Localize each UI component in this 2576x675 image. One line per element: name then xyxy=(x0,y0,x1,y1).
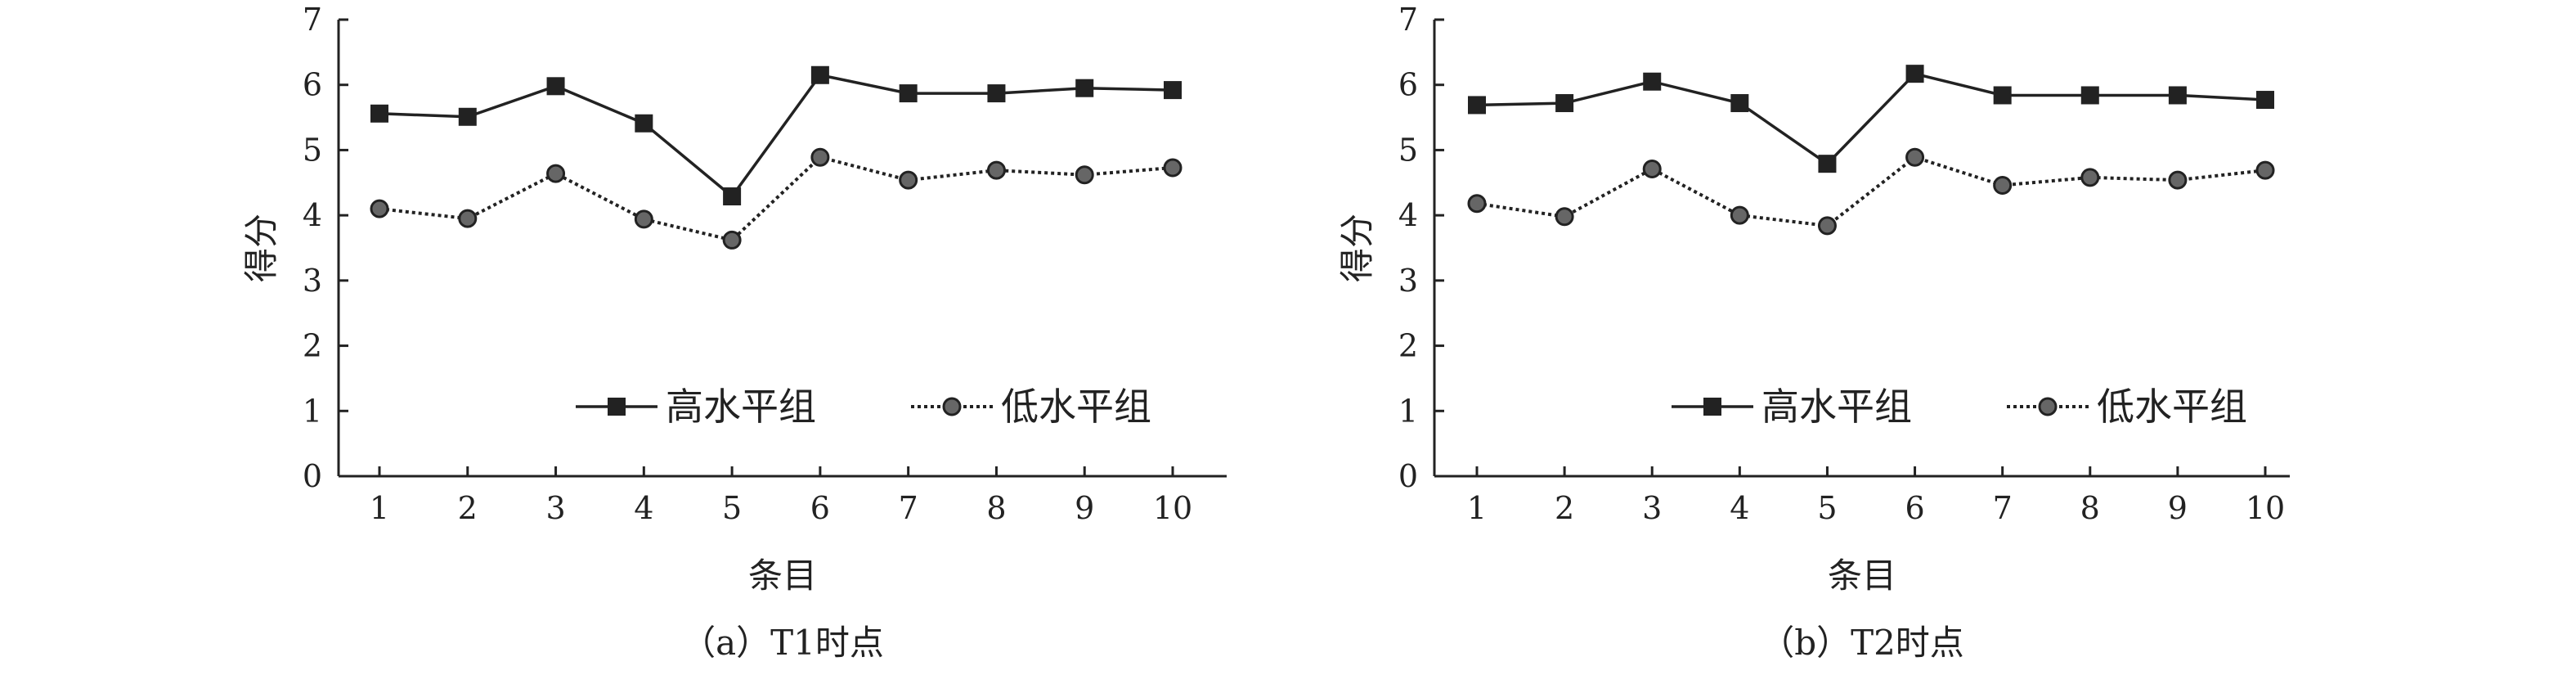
data-point-high xyxy=(370,104,388,123)
y-tick-label: 7 xyxy=(303,2,322,38)
data-point-high xyxy=(1164,81,1182,100)
y-tick-label: 3 xyxy=(1398,263,1418,299)
data-point-high xyxy=(1468,96,1486,115)
x-tick-label: 10 xyxy=(2246,490,2285,526)
legend-marker xyxy=(942,397,962,416)
data-point-high xyxy=(546,77,565,96)
x-tick-label: 5 xyxy=(1817,490,1837,526)
data-point-low xyxy=(1905,147,1925,167)
legend-marker xyxy=(2038,397,2058,416)
y-tick-label: 2 xyxy=(303,328,322,364)
data-point-low xyxy=(1467,194,1487,214)
y-tick-label: 3 xyxy=(303,263,322,299)
legend-marker xyxy=(1703,398,1721,416)
data-point-high xyxy=(723,187,742,206)
data-point-low xyxy=(1817,216,1837,236)
x-tick-label: 3 xyxy=(545,490,565,526)
data-point-low xyxy=(634,209,653,229)
y-tick-label: 5 xyxy=(303,132,322,168)
x-tick-label: 1 xyxy=(1467,490,1487,526)
data-point-low xyxy=(1555,207,1574,227)
data-point-low xyxy=(810,147,830,167)
data-point-low xyxy=(1075,165,1094,185)
data-point-high xyxy=(635,114,653,133)
x-tick-label: 4 xyxy=(1730,490,1749,526)
y-tick-label: 6 xyxy=(303,67,322,103)
x-tick-label: 5 xyxy=(722,490,742,526)
data-point-low xyxy=(2080,168,2100,187)
data-point-high xyxy=(810,65,829,84)
caption: （a）T1时点 xyxy=(681,623,884,663)
y-tick-label: 1 xyxy=(1398,393,1418,429)
data-point-high xyxy=(2168,86,2187,105)
data-point-low xyxy=(2255,160,2275,180)
data-point-high xyxy=(899,84,918,103)
y-axis-label: 得分 xyxy=(1337,214,1377,282)
x-tick-label: 4 xyxy=(634,490,653,526)
series-line-high xyxy=(1476,72,2266,166)
data-point-high xyxy=(1075,79,1094,97)
x-axis-label: 条目 xyxy=(748,556,817,596)
y-tick-label: 2 xyxy=(1398,328,1418,364)
data-point-low xyxy=(1163,158,1183,178)
x-tick-label: 9 xyxy=(1075,490,1094,526)
x-tick-label: 2 xyxy=(458,490,478,526)
y-tick-label: 6 xyxy=(1398,67,1418,103)
data-point-low xyxy=(1993,175,2013,195)
data-point-low xyxy=(1642,160,1662,179)
data-point-high xyxy=(2080,86,2099,105)
x-tick-label: 7 xyxy=(1993,490,2013,526)
legend-label: 高水平组 xyxy=(1761,385,1912,429)
data-point-high xyxy=(987,84,1006,103)
data-point-high xyxy=(1818,155,1837,173)
series-line-high xyxy=(379,73,1174,199)
data-point-low xyxy=(986,160,1006,180)
x-tick-label: 8 xyxy=(986,490,1006,526)
y-tick-label: 4 xyxy=(1398,197,1418,233)
x-tick-label: 1 xyxy=(370,490,389,526)
y-tick-label: 7 xyxy=(1398,2,1418,38)
data-point-low xyxy=(1730,205,1749,225)
legend-label: 低水平组 xyxy=(2097,385,2247,429)
y-axis-label: 得分 xyxy=(241,214,281,282)
y-tick-label: 0 xyxy=(303,458,322,494)
data-point-high xyxy=(1555,94,1574,113)
x-tick-label: 8 xyxy=(2080,490,2100,526)
legend-label: 低水平组 xyxy=(1001,385,1151,429)
series-line-low xyxy=(1476,155,2266,227)
series-line-low xyxy=(379,155,1174,242)
data-point-high xyxy=(1730,94,1749,113)
x-tick-label: 2 xyxy=(1555,490,1574,526)
data-point-high xyxy=(1643,72,1662,91)
y-tick-label: 1 xyxy=(303,393,322,429)
x-tick-label: 3 xyxy=(1642,490,1662,526)
y-tick-label: 5 xyxy=(1398,132,1418,168)
x-tick-label: 6 xyxy=(1905,490,1924,526)
data-point-low xyxy=(546,164,566,183)
data-point-low xyxy=(370,199,389,218)
caption: （b）T2时点 xyxy=(1760,623,1964,663)
data-point-high xyxy=(1905,65,1924,83)
data-point-high xyxy=(2256,91,2274,110)
x-tick-label: 9 xyxy=(2168,490,2188,526)
x-axis-label: 条目 xyxy=(1828,556,1896,596)
legend-label: 高水平组 xyxy=(666,385,816,429)
x-tick-label: 6 xyxy=(810,490,830,526)
data-point-low xyxy=(2168,170,2188,190)
data-point-low xyxy=(899,170,918,190)
legend-marker xyxy=(608,398,626,416)
data-point-low xyxy=(458,209,478,228)
y-tick-label: 4 xyxy=(303,197,322,233)
x-tick-label: 7 xyxy=(899,490,918,526)
x-tick-label: 10 xyxy=(1153,490,1192,526)
y-tick-label: 0 xyxy=(1398,458,1418,494)
data-point-high xyxy=(458,107,477,126)
data-point-low xyxy=(722,230,742,250)
data-point-high xyxy=(1993,86,2012,105)
